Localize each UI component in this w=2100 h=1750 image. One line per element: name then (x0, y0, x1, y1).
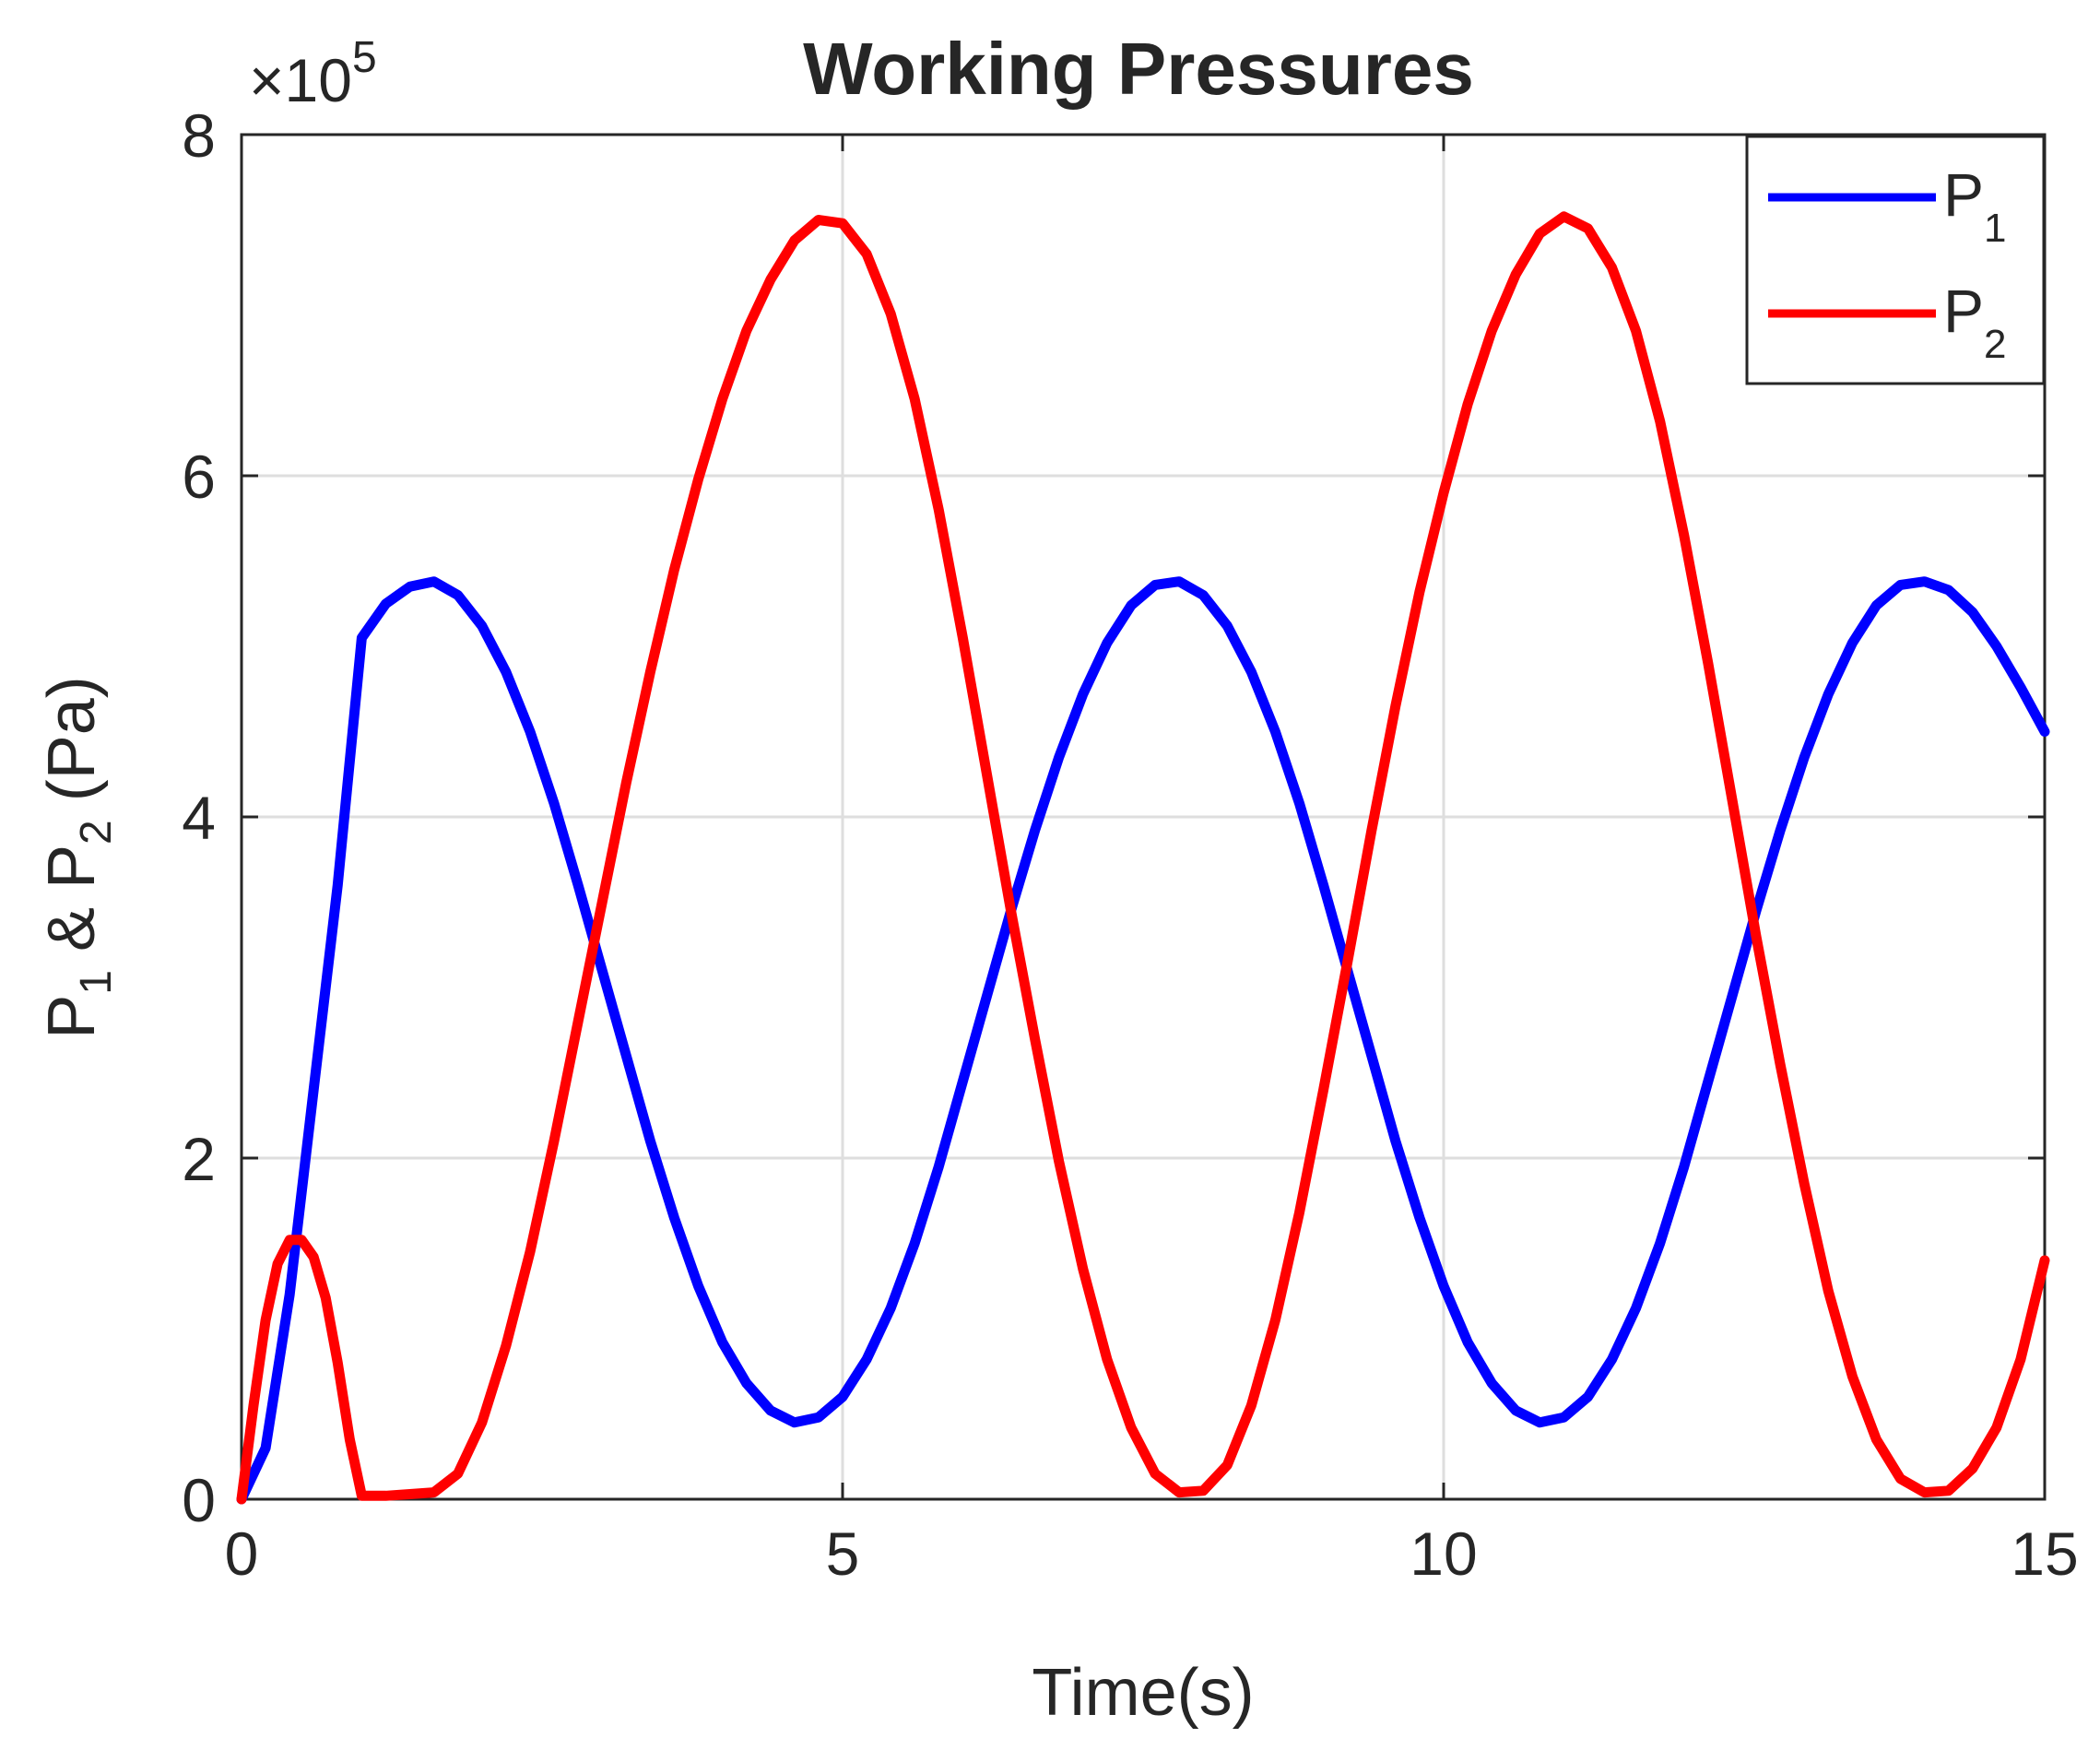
y-tick-label: 4 (182, 784, 216, 852)
series-line-p2 (236, 211, 2050, 1505)
legend-label-p1: P1 (1943, 160, 2007, 251)
y-tick-label: 0 (182, 1466, 216, 1534)
x-tick-label: 15 (2011, 1519, 2078, 1588)
y-exponent-label: ×105 (249, 33, 377, 114)
y-tick-label: 6 (182, 443, 216, 511)
x-tick-label: 5 (826, 1519, 860, 1588)
legend-box (1745, 135, 2046, 385)
x-tick-label: 0 (225, 1519, 259, 1588)
ticks: 0 5 10 15 0 2 4 6 8 (182, 101, 2078, 1588)
series-group (236, 211, 2050, 1505)
legend-label-p2: P2 (1943, 277, 2007, 367)
y-axis-label: P1 & P2 (Pa) (35, 676, 121, 1039)
x-axis-label: Time(s) (1032, 1656, 1254, 1730)
y-tick-label: 8 (182, 101, 216, 170)
series-line-p1 (236, 576, 2050, 1505)
legend: P1 P2 (1745, 135, 2046, 385)
x-tick-label: 10 (1410, 1519, 1477, 1588)
chart-title: Working Pressures (803, 28, 1474, 110)
y-tick-label: 2 (182, 1125, 216, 1193)
